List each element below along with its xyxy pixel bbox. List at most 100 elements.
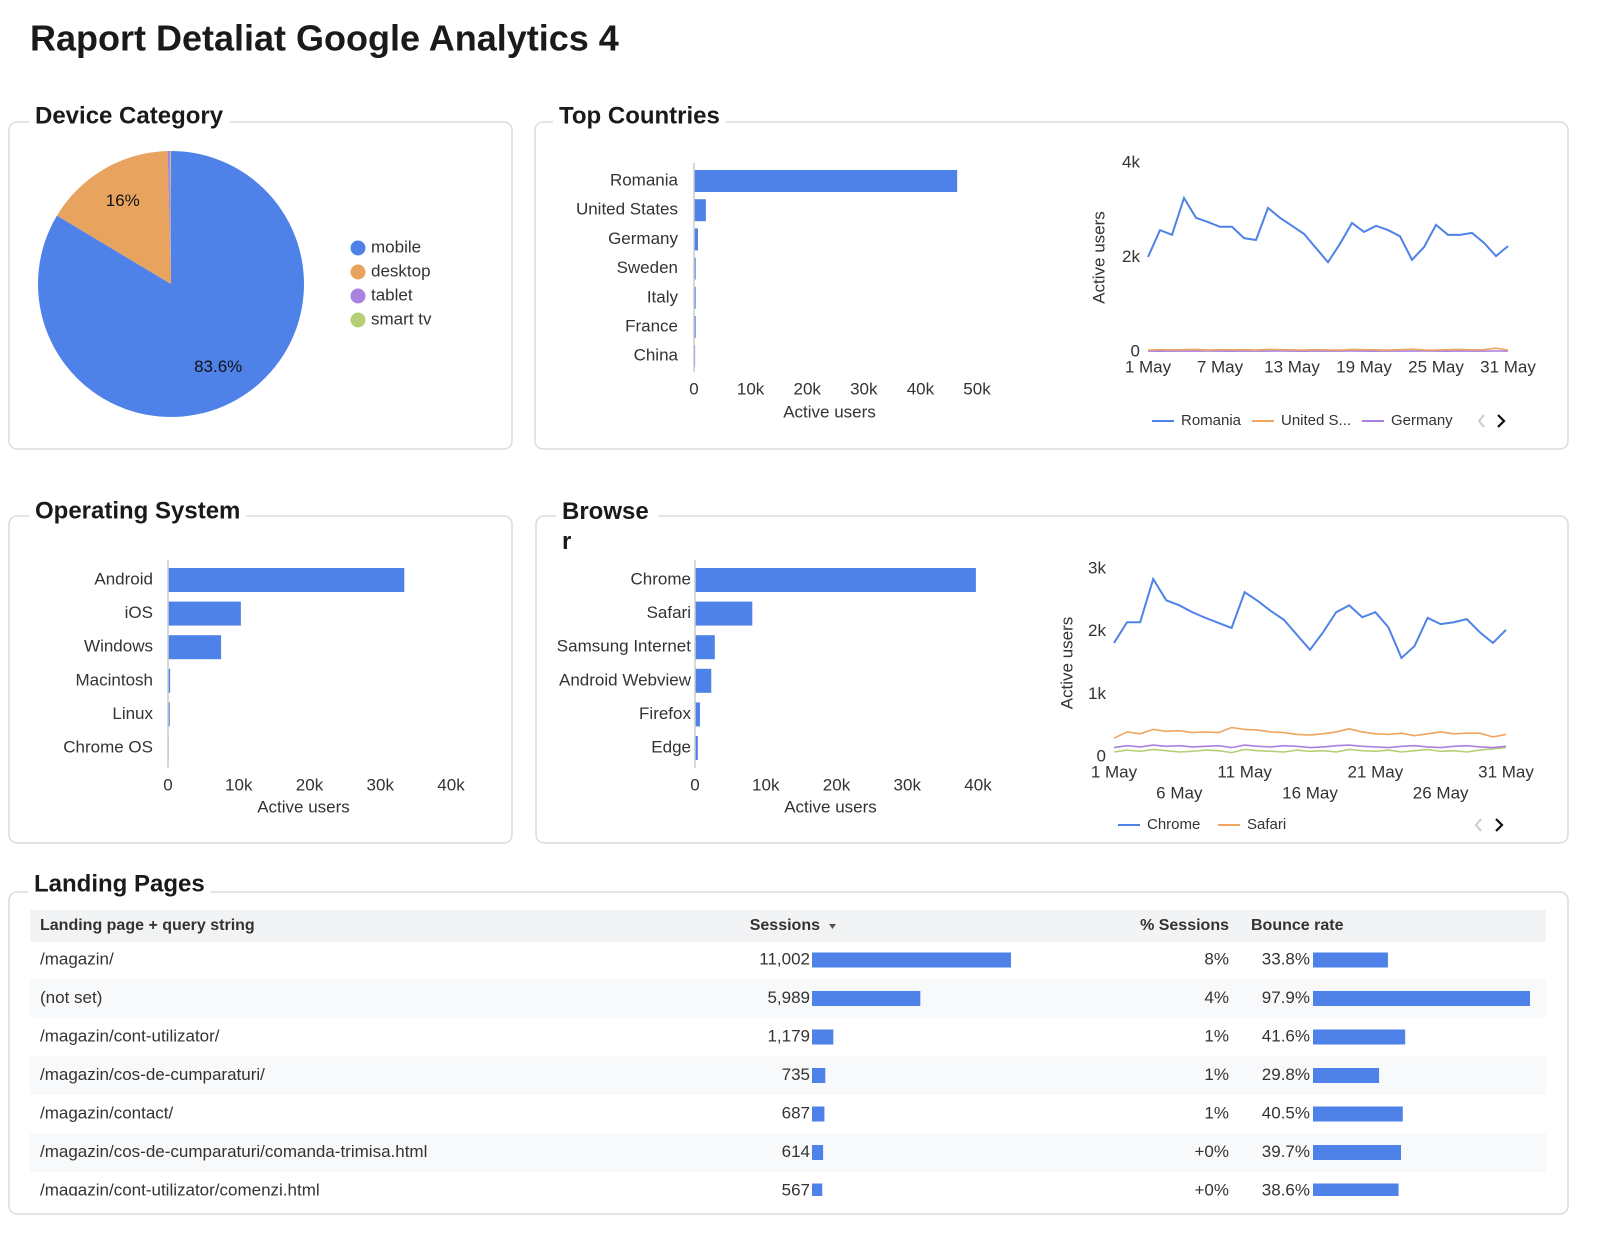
x-tick-label: 40k xyxy=(907,379,935,398)
legend-next[interactable] xyxy=(1495,818,1504,832)
x-tick-label: 16 May xyxy=(1282,783,1338,802)
cell: /magazin/contact/ xyxy=(40,1103,174,1122)
cell: 1% xyxy=(1204,1026,1229,1045)
category-label: Edge xyxy=(651,737,691,756)
x-axis-label: Active users xyxy=(783,402,876,421)
cell: 5,989 xyxy=(767,988,810,1007)
cell: /magazin/cos-de-cumparaturi/comanda-trim… xyxy=(40,1142,427,1161)
bar xyxy=(694,199,706,222)
column-header: Bounce rate xyxy=(1251,917,1344,934)
line-series xyxy=(1113,744,1507,749)
x-axis-label: Active users xyxy=(784,797,877,816)
cell: 33.8% xyxy=(1262,949,1310,968)
category-label: United States xyxy=(576,200,678,219)
cell: 40.5% xyxy=(1262,1103,1310,1122)
cell: /magazin/cos-de-cumparaturi/ xyxy=(40,1065,265,1084)
legend-label: Germany xyxy=(1391,412,1453,429)
y-tick-label: 3k xyxy=(1088,558,1106,577)
cell: /magazin/cont-utilizator/comenzi.html xyxy=(40,1180,320,1199)
x-tick-label: 30k xyxy=(894,775,922,794)
category-label: Germany xyxy=(608,229,678,248)
category-label: Linux xyxy=(112,704,153,723)
legend-prev[interactable] xyxy=(1477,414,1485,428)
cell: 8% xyxy=(1204,949,1229,968)
x-tick-label: 40k xyxy=(964,775,992,794)
column-header: Sessions xyxy=(750,917,820,934)
page-title: Raport Detaliat Google Analytics 4 xyxy=(30,18,619,59)
cell: (not set) xyxy=(40,988,102,1007)
x-tick-label: 25 May xyxy=(1408,357,1464,376)
category-label: Chrome OS xyxy=(63,737,153,756)
sort-icon[interactable] xyxy=(829,924,836,929)
y-tick-label: 2k xyxy=(1088,621,1106,640)
x-tick-label: 1 May xyxy=(1091,762,1138,781)
cell: +0% xyxy=(1195,1142,1230,1161)
row-bg xyxy=(30,979,1546,1018)
cell-bar xyxy=(812,1145,824,1160)
cell: 1% xyxy=(1204,1103,1229,1122)
x-tick-label: 6 May xyxy=(1156,783,1203,802)
legend-label: tablet xyxy=(371,285,413,304)
category-label: China xyxy=(634,346,679,365)
cell-bar xyxy=(1313,1145,1401,1160)
cell: 1,179 xyxy=(767,1026,810,1045)
panel xyxy=(8,515,513,844)
line-series xyxy=(1113,726,1507,739)
legend-label: desktop xyxy=(371,261,431,280)
line-series xyxy=(1147,347,1509,351)
panel-title: Top Countries xyxy=(559,102,720,129)
panel xyxy=(534,121,1569,450)
cell-bar xyxy=(812,991,921,1006)
legend-next[interactable] xyxy=(1497,414,1506,428)
bar xyxy=(694,170,958,192)
row-bg xyxy=(30,1056,1546,1095)
legend-label: Chrome xyxy=(1147,816,1200,833)
title-bg xyxy=(28,870,211,898)
x-tick-label: 31 May xyxy=(1480,357,1536,376)
line-series xyxy=(1147,195,1509,264)
y-tick-label: 0 xyxy=(1131,341,1140,360)
bar xyxy=(695,736,698,760)
x-tick-label: 7 May xyxy=(1197,357,1244,376)
x-tick-label: 40k xyxy=(437,775,465,794)
bar xyxy=(694,286,696,309)
cell-bar xyxy=(1313,1068,1380,1083)
legend-swatch xyxy=(350,312,366,328)
y-axis-label: Active users xyxy=(1057,617,1076,710)
panel-title: Landing Pages xyxy=(34,870,205,897)
x-tick-label: 13 May xyxy=(1264,357,1320,376)
legend-prev[interactable] xyxy=(1474,818,1482,832)
x-tick-label: 0 xyxy=(689,379,698,398)
x-tick-label: 20k xyxy=(296,775,324,794)
cell: 4% xyxy=(1204,988,1229,1007)
bar xyxy=(694,228,698,251)
category-label: Android Webview xyxy=(559,670,692,689)
cell-bar xyxy=(1313,952,1388,968)
category-label: France xyxy=(625,316,678,335)
cell: 1% xyxy=(1204,1065,1229,1084)
cell-bar xyxy=(1313,1183,1399,1196)
legend-label: mobile xyxy=(371,237,421,256)
x-tick-label: 10k xyxy=(752,775,780,794)
bar xyxy=(695,635,715,660)
cell: /magazin/cont-utilizator/ xyxy=(40,1026,220,1045)
category-label: Windows xyxy=(84,637,153,656)
panel xyxy=(8,121,513,450)
cell: 735 xyxy=(782,1065,810,1084)
pie-slice xyxy=(37,151,304,418)
legend-label: United S... xyxy=(1281,412,1351,429)
category-label: Romania xyxy=(610,170,679,189)
line-series xyxy=(1113,746,1507,754)
legend-label: Romania xyxy=(1181,412,1242,429)
title-bg xyxy=(29,102,230,130)
panel-title: Device Category xyxy=(35,102,224,129)
x-tick-label: 26 May xyxy=(1413,783,1469,802)
legend-swatch xyxy=(350,264,366,280)
pie-slice xyxy=(56,151,171,284)
panel xyxy=(535,515,1569,844)
data-label: 83.6% xyxy=(194,357,242,376)
bar xyxy=(694,316,696,338)
cell: 567 xyxy=(782,1180,810,1199)
cell: 39.7% xyxy=(1262,1142,1310,1161)
bar xyxy=(695,702,700,727)
